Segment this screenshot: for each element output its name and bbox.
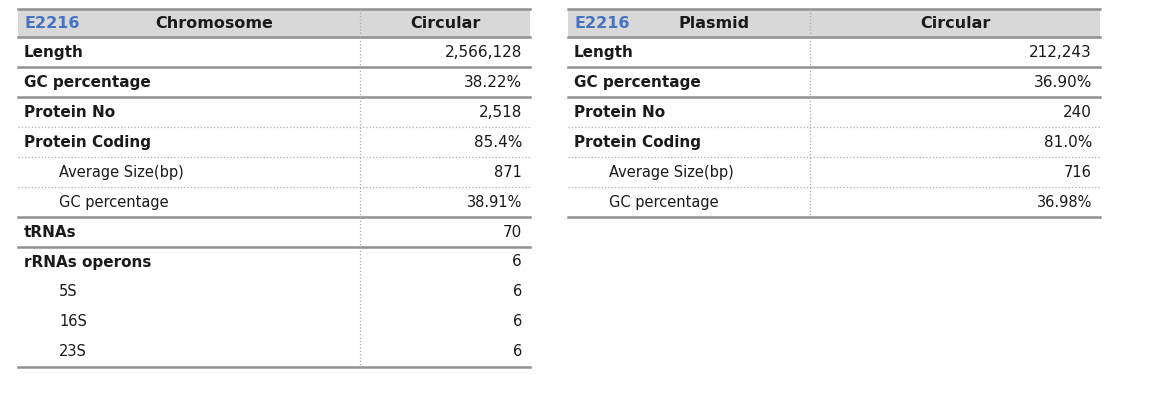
Text: GC percentage: GC percentage: [609, 194, 718, 209]
Text: Protein Coding: Protein Coding: [25, 135, 151, 150]
Text: Circular: Circular: [920, 15, 990, 30]
Text: GC percentage: GC percentage: [25, 75, 151, 90]
Text: 2,566,128: 2,566,128: [445, 45, 522, 60]
Text: E2216: E2216: [25, 15, 79, 30]
Text: 5S: 5S: [60, 284, 77, 299]
Text: 16S: 16S: [60, 314, 86, 329]
Text: 871: 871: [494, 164, 522, 179]
Text: Average Size(bp): Average Size(bp): [60, 164, 183, 179]
Text: 36.98%: 36.98%: [1037, 194, 1092, 209]
Text: Length: Length: [25, 45, 84, 60]
Text: 36.90%: 36.90%: [1034, 75, 1092, 90]
Text: 6: 6: [513, 284, 522, 299]
Text: 6: 6: [513, 314, 522, 329]
Bar: [568, 9, 1100, 37]
Text: Protein No: Protein No: [573, 105, 665, 120]
Text: Plasmid: Plasmid: [679, 15, 750, 30]
Text: 38.22%: 38.22%: [464, 75, 522, 90]
Text: Protein No: Protein No: [25, 105, 116, 120]
Text: tRNAs: tRNAs: [25, 224, 77, 239]
Text: 38.91%: 38.91%: [467, 194, 522, 209]
Text: GC percentage: GC percentage: [573, 75, 701, 90]
Text: Circular: Circular: [410, 15, 480, 30]
Text: 716: 716: [1064, 164, 1092, 179]
Text: Average Size(bp): Average Size(bp): [609, 164, 734, 179]
Text: 70: 70: [502, 224, 522, 239]
Bar: [18, 9, 530, 37]
Text: 81.0%: 81.0%: [1044, 135, 1092, 150]
Text: 2,518: 2,518: [479, 105, 522, 120]
Text: 212,243: 212,243: [1029, 45, 1092, 60]
Text: 240: 240: [1063, 105, 1092, 120]
Text: rRNAs operons: rRNAs operons: [25, 254, 152, 269]
Text: 23S: 23S: [60, 344, 86, 359]
Text: 6: 6: [513, 344, 522, 359]
Text: GC percentage: GC percentage: [60, 194, 168, 209]
Text: Protein Coding: Protein Coding: [573, 135, 701, 150]
Text: E2216: E2216: [573, 15, 630, 30]
Text: Length: Length: [573, 45, 634, 60]
Text: 85.4%: 85.4%: [474, 135, 522, 150]
Text: 6: 6: [513, 254, 522, 269]
Text: Chromosome: Chromosome: [155, 15, 273, 30]
